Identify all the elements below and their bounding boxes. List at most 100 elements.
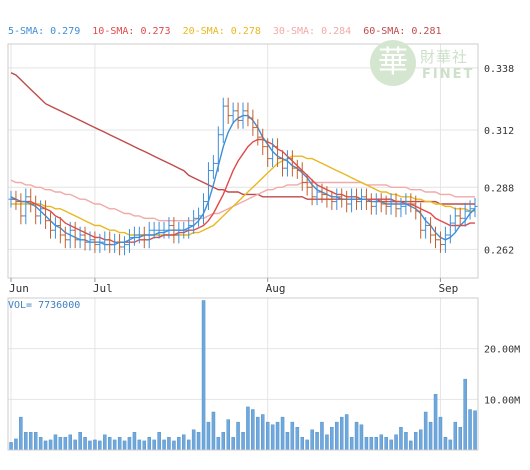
- volume-bar: [112, 439, 117, 451]
- finet-logo: 華 財華社 FINET: [370, 40, 490, 92]
- ohlc-bar: [289, 150, 295, 177]
- volume-bar: [414, 432, 418, 451]
- volume-bar: [88, 440, 92, 451]
- volume-bar: [53, 434, 58, 451]
- volume-bar: [19, 416, 23, 451]
- volume-bar: [419, 429, 423, 451]
- volume-bar: [63, 437, 68, 451]
- volume-bar: [157, 432, 161, 451]
- ohlc-bar: [57, 217, 63, 244]
- ohlc-bar: [176, 221, 182, 244]
- volume-bar: [216, 437, 221, 451]
- ohlc-bar: [52, 217, 58, 239]
- volume-bar: [221, 432, 225, 451]
- volume-bar: [409, 440, 413, 451]
- volume-bar: [196, 432, 201, 451]
- ohlc-bar: [82, 226, 88, 251]
- ohlc-bar: [393, 193, 399, 218]
- volume-bar: [315, 432, 319, 451]
- ohlc-bar: [131, 226, 137, 246]
- ohlc-bar: [230, 102, 236, 124]
- volume-bar: [43, 440, 48, 451]
- volume-bar: [369, 437, 374, 451]
- volume-bar: [231, 437, 235, 451]
- volume-bar: [29, 432, 33, 451]
- ohlc-bar: [62, 226, 68, 249]
- volume-bar: [394, 434, 398, 451]
- ohlc-bar: [201, 193, 207, 225]
- legend-sma20: 20-SMA: 0.278: [182, 26, 261, 37]
- volume-panel-border: [7, 297, 479, 451]
- ohlc-bar: [141, 226, 147, 249]
- volume-bar: [246, 406, 250, 451]
- logo-seal-icon: 華: [370, 40, 416, 86]
- ohlc-bar: [433, 226, 439, 249]
- volume-tick-label: 10.00M: [484, 395, 520, 406]
- volume-bar: [93, 439, 97, 451]
- volume-bar: [38, 437, 43, 451]
- ohlc-bar: [275, 138, 281, 167]
- volume-bar: [78, 432, 82, 451]
- volume-bar: [404, 432, 408, 451]
- ohlc-bar: [413, 195, 419, 220]
- ohlc-bar: [8, 190, 14, 208]
- volume-bar: [310, 429, 314, 451]
- ohlc-bar: [428, 217, 434, 244]
- ohlc-bar: [324, 186, 330, 208]
- ohlc-bar: [18, 193, 24, 225]
- ohlc-bar: [294, 159, 300, 179]
- volume-bar: [201, 300, 206, 451]
- volume-bar: [117, 437, 122, 451]
- volume-bar: [473, 410, 477, 451]
- volume-bar: [443, 437, 448, 451]
- ohlc-bar: [423, 217, 429, 239]
- ohlc-bar: [299, 162, 305, 191]
- ohlc-bar: [437, 231, 443, 253]
- volume-bar: [191, 429, 196, 451]
- ohlc-bar: [344, 190, 350, 213]
- ohlc-bar: [339, 188, 345, 208]
- volume-bar: [83, 437, 87, 451]
- volume-bar: [14, 438, 18, 451]
- sma5-line: [10, 114, 476, 246]
- ohlc-bar: [309, 178, 315, 206]
- ohlc-bar: [126, 229, 132, 253]
- volume-label: VOL= 7736000: [8, 300, 81, 311]
- volume-bar: [468, 409, 472, 451]
- ohlc-bar: [156, 221, 162, 239]
- x-axis-ticks: Jun Jul Aug Sep: [9, 278, 458, 295]
- ohlc-bar: [378, 193, 384, 213]
- ohlc-bar: [186, 217, 192, 239]
- ohlc-bar: [373, 193, 379, 215]
- ohlc-bar: [245, 102, 251, 127]
- volume-bar: [374, 437, 379, 451]
- price-tick-label: 0.338: [484, 64, 514, 75]
- volume-bar: [261, 414, 265, 451]
- volume-tick-label: 20.00M: [484, 345, 520, 356]
- volume-bar: [423, 411, 428, 451]
- sma-legend: 5-SMA: 0.279 10-SMA: 0.273 20-SMA: 0.278…: [8, 26, 448, 37]
- ohlc-bar: [210, 155, 216, 179]
- ohlc-bar: [368, 193, 374, 215]
- legend-sma10: 10-SMA: 0.273: [92, 26, 171, 37]
- legend-sma60: 60-SMA: 0.281: [363, 26, 442, 37]
- ohlc-bar: [314, 183, 320, 206]
- volume-bar: [320, 421, 324, 451]
- volume-bar: [379, 434, 384, 451]
- ohlc-bar: [23, 188, 29, 225]
- ohlc-bar: [447, 214, 453, 244]
- ohlc-bar: [136, 226, 142, 244]
- volume-bar: [107, 437, 112, 451]
- ohlc-bar: [250, 109, 256, 136]
- price-tick-label: 0.262: [484, 245, 514, 256]
- volume-bar: [152, 439, 156, 451]
- ohlc-bar: [33, 195, 39, 225]
- ohlc-bar: [388, 193, 394, 215]
- volume-bar: [359, 424, 364, 451]
- volume-bar: [458, 427, 463, 451]
- volume-bar: [384, 437, 388, 451]
- ohlc-bar: [87, 231, 93, 251]
- ohlc-bar: [220, 97, 226, 144]
- x-tick-label: Sep: [438, 282, 458, 295]
- volume-bar: [236, 421, 240, 451]
